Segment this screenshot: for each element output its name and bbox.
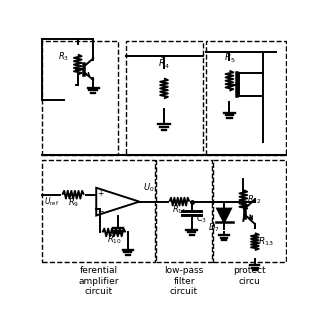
Text: low-pass
filter
circuit: low-pass filter circuit [164, 266, 204, 296]
Text: $R_{11}$: $R_{11}$ [172, 204, 187, 216]
Text: protect
circu: protect circu [233, 266, 266, 286]
Bar [42, 42, 118, 156]
Text: $R_3$: $R_3$ [58, 51, 69, 63]
Bar [125, 42, 203, 156]
Text: $R_{10}$: $R_{10}$ [107, 234, 121, 246]
Text: +: + [98, 189, 104, 198]
Text: $R_9$: $R_9$ [68, 196, 79, 209]
Text: $D_7$: $D_7$ [208, 221, 220, 234]
Text: ferential
amplifier
circuit: ferential amplifier circuit [78, 266, 119, 296]
Text: $U_{\mathrm{ref}}$: $U_{\mathrm{ref}}$ [44, 196, 59, 208]
Bar [156, 160, 212, 262]
Text: $R_{12}$: $R_{12}$ [247, 194, 262, 206]
Bar [206, 42, 286, 156]
Text: $C_3$: $C_3$ [196, 212, 207, 225]
Text: $R_{13}$: $R_{13}$ [258, 236, 274, 248]
Text: $U_0$: $U_0$ [143, 181, 155, 194]
Polygon shape [217, 209, 231, 222]
Text: $\bar{R}_5$: $\bar{R}_5$ [224, 51, 236, 65]
Bar [42, 160, 155, 262]
Text: $-$: $-$ [97, 205, 105, 214]
Bar [213, 160, 286, 262]
Text: $\bar{R}_4$: $\bar{R}_4$ [158, 57, 170, 71]
